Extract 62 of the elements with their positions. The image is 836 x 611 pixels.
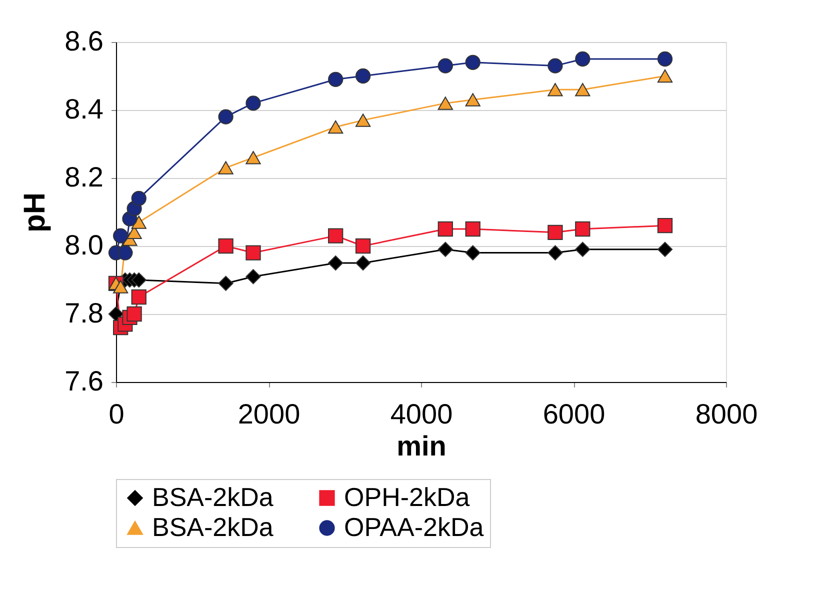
- x-tick-label: 2000: [238, 398, 300, 430]
- point: [246, 96, 261, 111]
- point: [108, 306, 124, 322]
- y-tick-label: 7.8: [64, 298, 104, 328]
- point: [438, 96, 453, 110]
- point: [218, 276, 234, 291]
- point: [131, 216, 146, 229]
- y-axis-title: pH: [18, 192, 52, 232]
- point: [131, 289, 146, 305]
- point: [657, 242, 673, 257]
- point: [355, 238, 371, 254]
- y-tick-label: 8.6: [64, 26, 104, 56]
- point: [575, 82, 590, 96]
- point: [218, 238, 234, 254]
- point: [548, 58, 563, 74]
- point: [465, 54, 480, 70]
- y-tick-label: 8.4: [64, 94, 104, 124]
- point: [218, 109, 234, 124]
- point: [657, 51, 673, 67]
- point: [131, 190, 146, 206]
- legend-label: BSA-2kDa: [152, 512, 274, 542]
- y-tick-label: 8.2: [64, 162, 104, 192]
- point: [548, 245, 563, 260]
- point: [465, 245, 480, 260]
- point: [113, 228, 128, 244]
- point: [118, 245, 133, 260]
- point: [438, 58, 453, 74]
- point: [438, 242, 453, 257]
- point: [126, 306, 142, 322]
- point: [246, 150, 261, 164]
- point: [575, 242, 590, 257]
- x-tick-label: 0: [108, 398, 124, 430]
- point: [328, 72, 344, 87]
- point: [131, 272, 146, 288]
- point: [328, 120, 344, 134]
- point: [355, 68, 371, 84]
- legend-label: OPAA-2kDa: [344, 512, 484, 542]
- point: [355, 255, 371, 271]
- legend-label: BSA-2kDa: [152, 482, 274, 512]
- point: [246, 269, 261, 284]
- point: [465, 93, 480, 106]
- point: [657, 69, 673, 83]
- point: [218, 161, 234, 174]
- point: [657, 218, 673, 234]
- point: [355, 114, 371, 127]
- point: [465, 221, 480, 237]
- point: [328, 228, 344, 244]
- y-tick-label: 8.0: [64, 230, 104, 260]
- point: [575, 51, 590, 67]
- point: [246, 245, 261, 260]
- x-tick-label: 6000: [542, 398, 606, 430]
- point: [575, 221, 590, 237]
- point: [113, 280, 128, 294]
- y-tick-label: 7.6: [64, 366, 104, 396]
- x-tick-label: 4000: [390, 398, 453, 430]
- x-axis-title: min: [396, 430, 446, 462]
- legend-label: OPH-2kDa: [344, 482, 470, 512]
- point: [548, 224, 563, 240]
- point: [548, 82, 563, 96]
- point: [438, 221, 453, 237]
- x-tick-label: 8000: [695, 398, 758, 430]
- point: [328, 255, 344, 271]
